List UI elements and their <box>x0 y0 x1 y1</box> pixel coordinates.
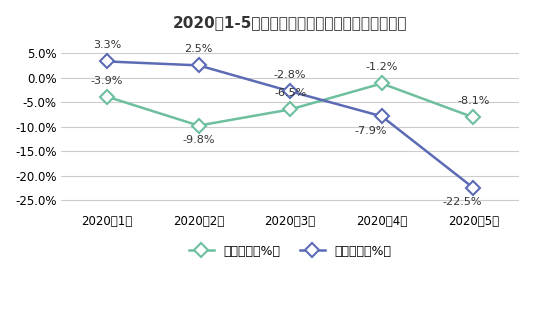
Text: -9.8%: -9.8% <box>183 135 215 145</box>
同比增长（%） <box>470 186 476 190</box>
Text: -1.2%: -1.2% <box>365 62 398 72</box>
同比增长（%） <box>104 59 111 64</box>
同比增长（%） <box>379 114 385 118</box>
环比增长（%） <box>470 115 476 119</box>
环比增长（%） <box>287 108 293 112</box>
Text: 2.5%: 2.5% <box>184 44 213 54</box>
Text: -3.9%: -3.9% <box>91 76 123 86</box>
同比增长（%） <box>287 89 293 93</box>
Text: -8.1%: -8.1% <box>457 96 490 106</box>
同比增长（%） <box>195 64 202 68</box>
Text: -6.5%: -6.5% <box>274 88 307 98</box>
Line: 同比增长（%）: 同比增长（%） <box>103 56 478 193</box>
环比增长（%） <box>195 124 202 128</box>
Legend: 环比增长（%）, 同比增长（%）: 环比增长（%）, 同比增长（%） <box>184 240 397 263</box>
Text: -7.9%: -7.9% <box>355 126 387 136</box>
Text: 3.3%: 3.3% <box>93 40 121 50</box>
Title: 2020年1-5月鸡蛋（普通鲜蛋）集贸市场价格增速: 2020年1-5月鸡蛋（普通鲜蛋）集贸市场价格增速 <box>173 15 407 30</box>
Text: -22.5%: -22.5% <box>442 197 482 207</box>
环比增长（%） <box>379 81 385 85</box>
Text: -2.8%: -2.8% <box>274 70 307 80</box>
环比增长（%） <box>104 95 111 99</box>
Line: 环比增长（%）: 环比增长（%） <box>103 79 478 130</box>
